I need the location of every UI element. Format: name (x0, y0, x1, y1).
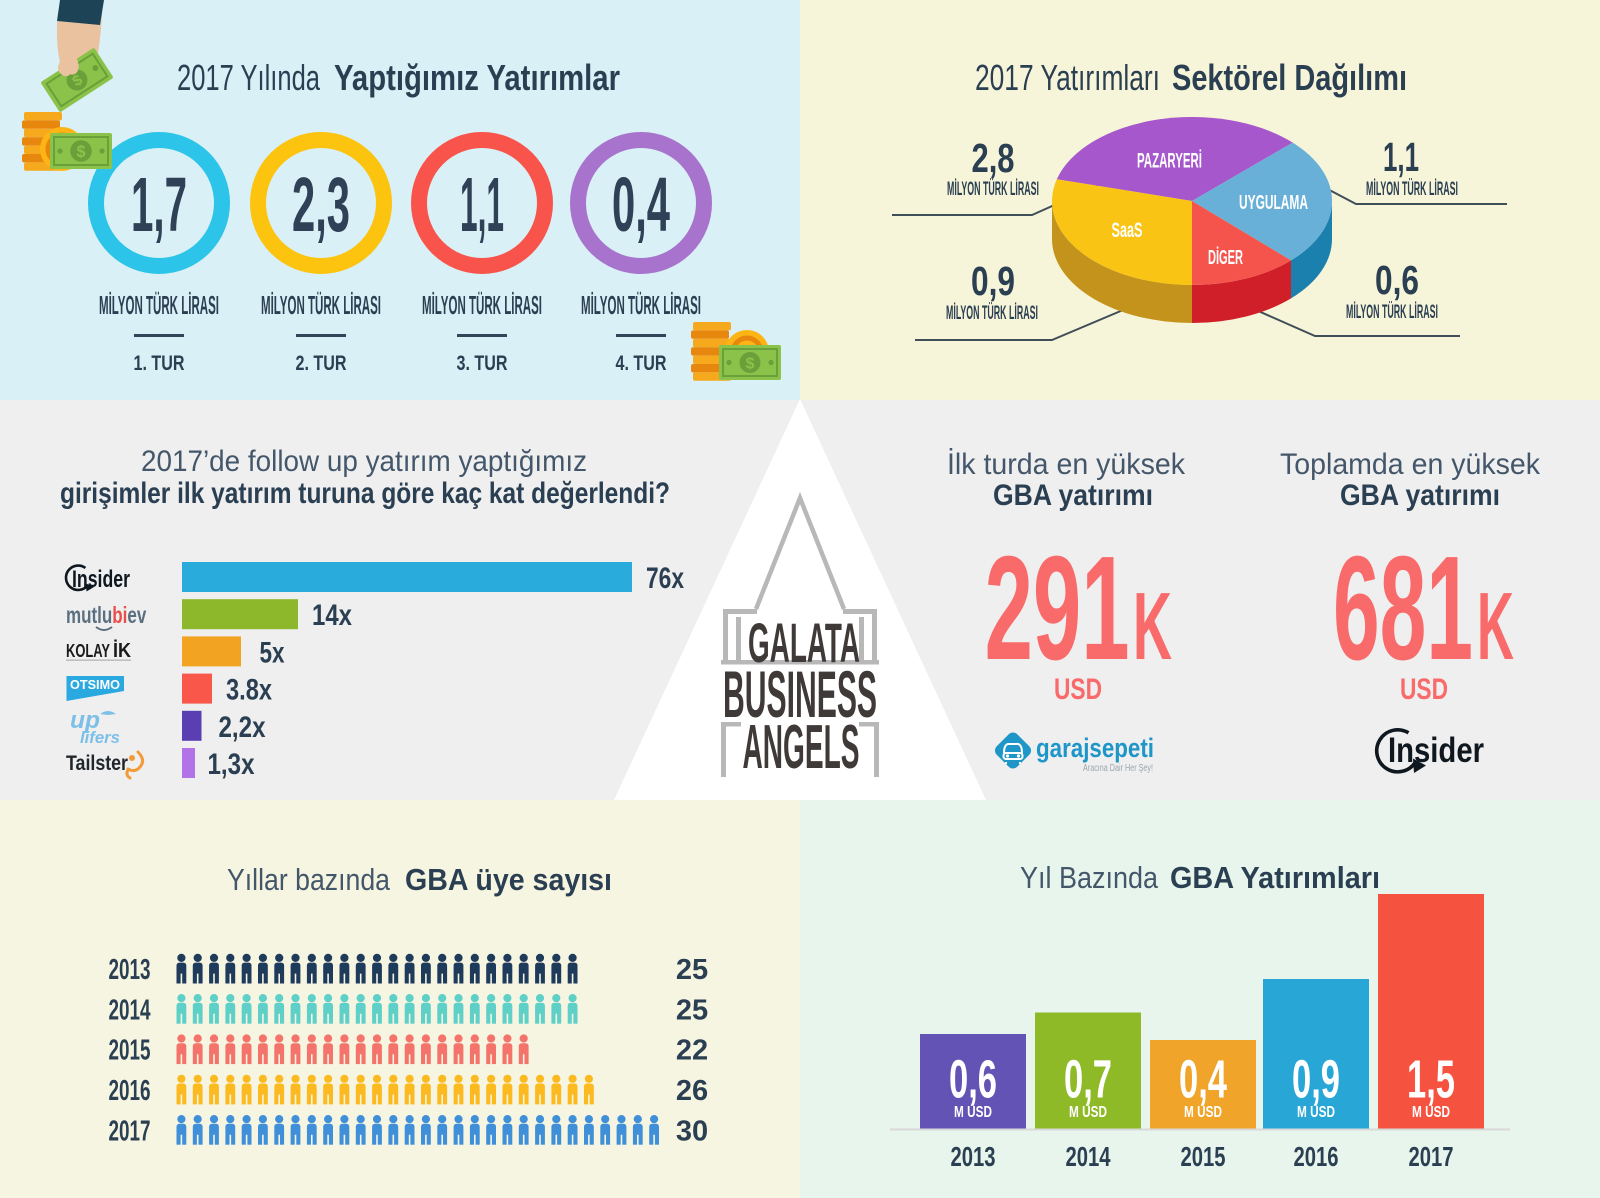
svg-text:Sektörel Dağılımı: Sektörel Dağılımı (1172, 57, 1407, 98)
svg-text:291: 291 (985, 526, 1130, 691)
svg-text:25: 25 (676, 954, 708, 986)
svg-text:0,9: 0,9 (1292, 1050, 1340, 1110)
svg-text:Tailster: Tailster (66, 752, 128, 775)
svg-text:garajsepeti: garajsepeti (1036, 733, 1154, 763)
svg-text:30: 30 (676, 1115, 708, 1147)
svg-text:1,1: 1,1 (1383, 134, 1419, 180)
svg-text:14x: 14x (312, 599, 352, 632)
svg-text:1,1: 1,1 (460, 162, 504, 248)
svg-text:22: 22 (676, 1035, 708, 1067)
svg-text:2. TUR: 2. TUR (296, 352, 347, 375)
svg-text:2013: 2013 (109, 954, 151, 986)
svg-text:$: $ (746, 355, 755, 372)
svg-text:Aracına Dair Her Şey!: Aracına Dair Her Şey! (1083, 763, 1153, 774)
svg-text:MİLYON TÜRK LİRASI: MİLYON TÜRK LİRASI (1366, 179, 1458, 200)
svg-text:1. TUR: 1. TUR (134, 352, 185, 375)
svg-text:0,7: 0,7 (1064, 1050, 1112, 1110)
svg-text:2,8: 2,8 (972, 135, 1015, 181)
svg-text:3. TUR: 3. TUR (457, 352, 508, 375)
svg-text:up: up (70, 707, 100, 734)
svg-text:PAZARYERİ: PAZARYERİ (1137, 150, 1202, 173)
svg-text:GBA Yatırımları: GBA Yatırımları (1170, 860, 1380, 895)
svg-text:$: $ (76, 143, 85, 161)
svg-text:M USD: M USD (1412, 1104, 1450, 1121)
svg-text:25: 25 (676, 994, 708, 1026)
svg-text:M USD: M USD (1184, 1104, 1222, 1121)
svg-text:2017: 2017 (1409, 1141, 1454, 1172)
svg-text:2014: 2014 (109, 994, 151, 1026)
svg-text:M USD: M USD (954, 1104, 992, 1121)
svg-text:mutlubiev: mutlubiev (66, 604, 147, 629)
svg-text:2017’de follow up yatırım yapt: 2017’de follow up yatırım yaptığımız (141, 445, 587, 478)
svg-text:OTSIMO: OTSIMO (70, 677, 120, 692)
svg-text:MİLYON TÜRK LİRASI: MİLYON TÜRK LİRASI (581, 290, 701, 320)
svg-text:USD: USD (1400, 673, 1448, 706)
svg-text:2,3: 2,3 (292, 162, 350, 248)
svg-text:0,9: 0,9 (971, 258, 1015, 304)
svg-text:2015: 2015 (109, 1035, 151, 1067)
svg-text:2013: 2013 (951, 1141, 996, 1172)
svg-text:UYGULAMA: UYGULAMA (1239, 192, 1308, 214)
svg-text:2016: 2016 (109, 1075, 151, 1107)
svg-text:GBA yatırımı: GBA yatırımı (993, 479, 1153, 512)
svg-text:Insider: Insider (1388, 731, 1484, 770)
svg-text:Yıllar bazında: Yıllar bazında (227, 862, 391, 897)
svg-text:0,6: 0,6 (949, 1050, 997, 1110)
svg-text:5x: 5x (260, 636, 285, 669)
svg-text:26: 26 (676, 1075, 708, 1107)
svg-text:1,5: 1,5 (1407, 1050, 1455, 1110)
svg-text:76x: 76x (646, 562, 684, 595)
svg-text:USD: USD (1054, 673, 1102, 706)
svg-text:DİGER: DİGER (1208, 246, 1243, 269)
svg-text:681: 681 (1333, 526, 1473, 691)
svg-text:MİLYON TÜRK LİRASI: MİLYON TÜRK LİRASI (946, 303, 1038, 324)
svg-text:Yaptığımız Yatırımlar: Yaptığımız Yatırımlar (334, 57, 620, 98)
svg-text:2017: 2017 (109, 1115, 151, 1147)
svg-text:MİLYON TÜRK LİRASI: MİLYON TÜRK LİRASI (1346, 302, 1438, 323)
svg-text:MİLYON TÜRK LİRASI: MİLYON TÜRK LİRASI (947, 179, 1039, 200)
svg-text:0,4: 0,4 (1179, 1050, 1227, 1110)
svg-text:0,4: 0,4 (612, 162, 670, 248)
svg-text:2014: 2014 (1066, 1141, 1111, 1172)
svg-text:MİLYON TÜRK LİRASI: MİLYON TÜRK LİRASI (99, 290, 219, 320)
svg-text:2017 Yatırımları: 2017 Yatırımları (975, 57, 1160, 98)
svg-text:M USD: M USD (1297, 1104, 1335, 1121)
svg-text:1,7: 1,7 (131, 162, 187, 248)
svg-text:BUSINESS: BUSINESS (723, 657, 877, 731)
svg-text:2017 Yılında: 2017 Yılında (177, 57, 321, 98)
svg-text:Toplamda en yüksek: Toplamda en yüksek (1280, 448, 1541, 481)
svg-text:GBA yatırımı: GBA yatırımı (1340, 479, 1500, 512)
svg-text:2016: 2016 (1294, 1141, 1339, 1172)
svg-text:MİLYON TÜRK LİRASI: MİLYON TÜRK LİRASI (422, 290, 542, 320)
svg-text:İlk turda en yüksek: İlk turda en yüksek (947, 448, 1186, 481)
svg-text:4. TUR: 4. TUR (616, 352, 667, 375)
svg-text:Insider: Insider (72, 566, 130, 593)
svg-text:KOLAY: KOLAY (66, 641, 110, 661)
svg-text:ANGELS: ANGELS (743, 713, 860, 782)
svg-text:M USD: M USD (1069, 1104, 1107, 1121)
svg-text:Yıl Bazında: Yıl Bazında (1020, 860, 1159, 895)
svg-text:K: K (1133, 573, 1172, 680)
svg-text:girişimler ilk yatırım turuna: girişimler ilk yatırım turuna göre kaç k… (60, 477, 670, 510)
svg-text:MİLYON TÜRK LİRASI: MİLYON TÜRK LİRASI (261, 290, 381, 320)
svg-text:2015: 2015 (1181, 1141, 1226, 1172)
svg-text:GBA üye sayısı: GBA üye sayısı (405, 862, 612, 897)
svg-text:2,2x: 2,2x (219, 711, 266, 744)
svg-text:K: K (1477, 573, 1514, 680)
svg-text:3.8x: 3.8x (226, 674, 272, 707)
svg-text:0,6: 0,6 (1375, 257, 1419, 303)
svg-text:SaaS: SaaS (1112, 219, 1143, 242)
svg-text:1,3x: 1,3x (208, 748, 255, 781)
svg-text:İK: İK (113, 639, 132, 662)
svg-text:GALATA: GALATA (748, 611, 860, 674)
svg-text:lifers: lifers (80, 728, 120, 747)
